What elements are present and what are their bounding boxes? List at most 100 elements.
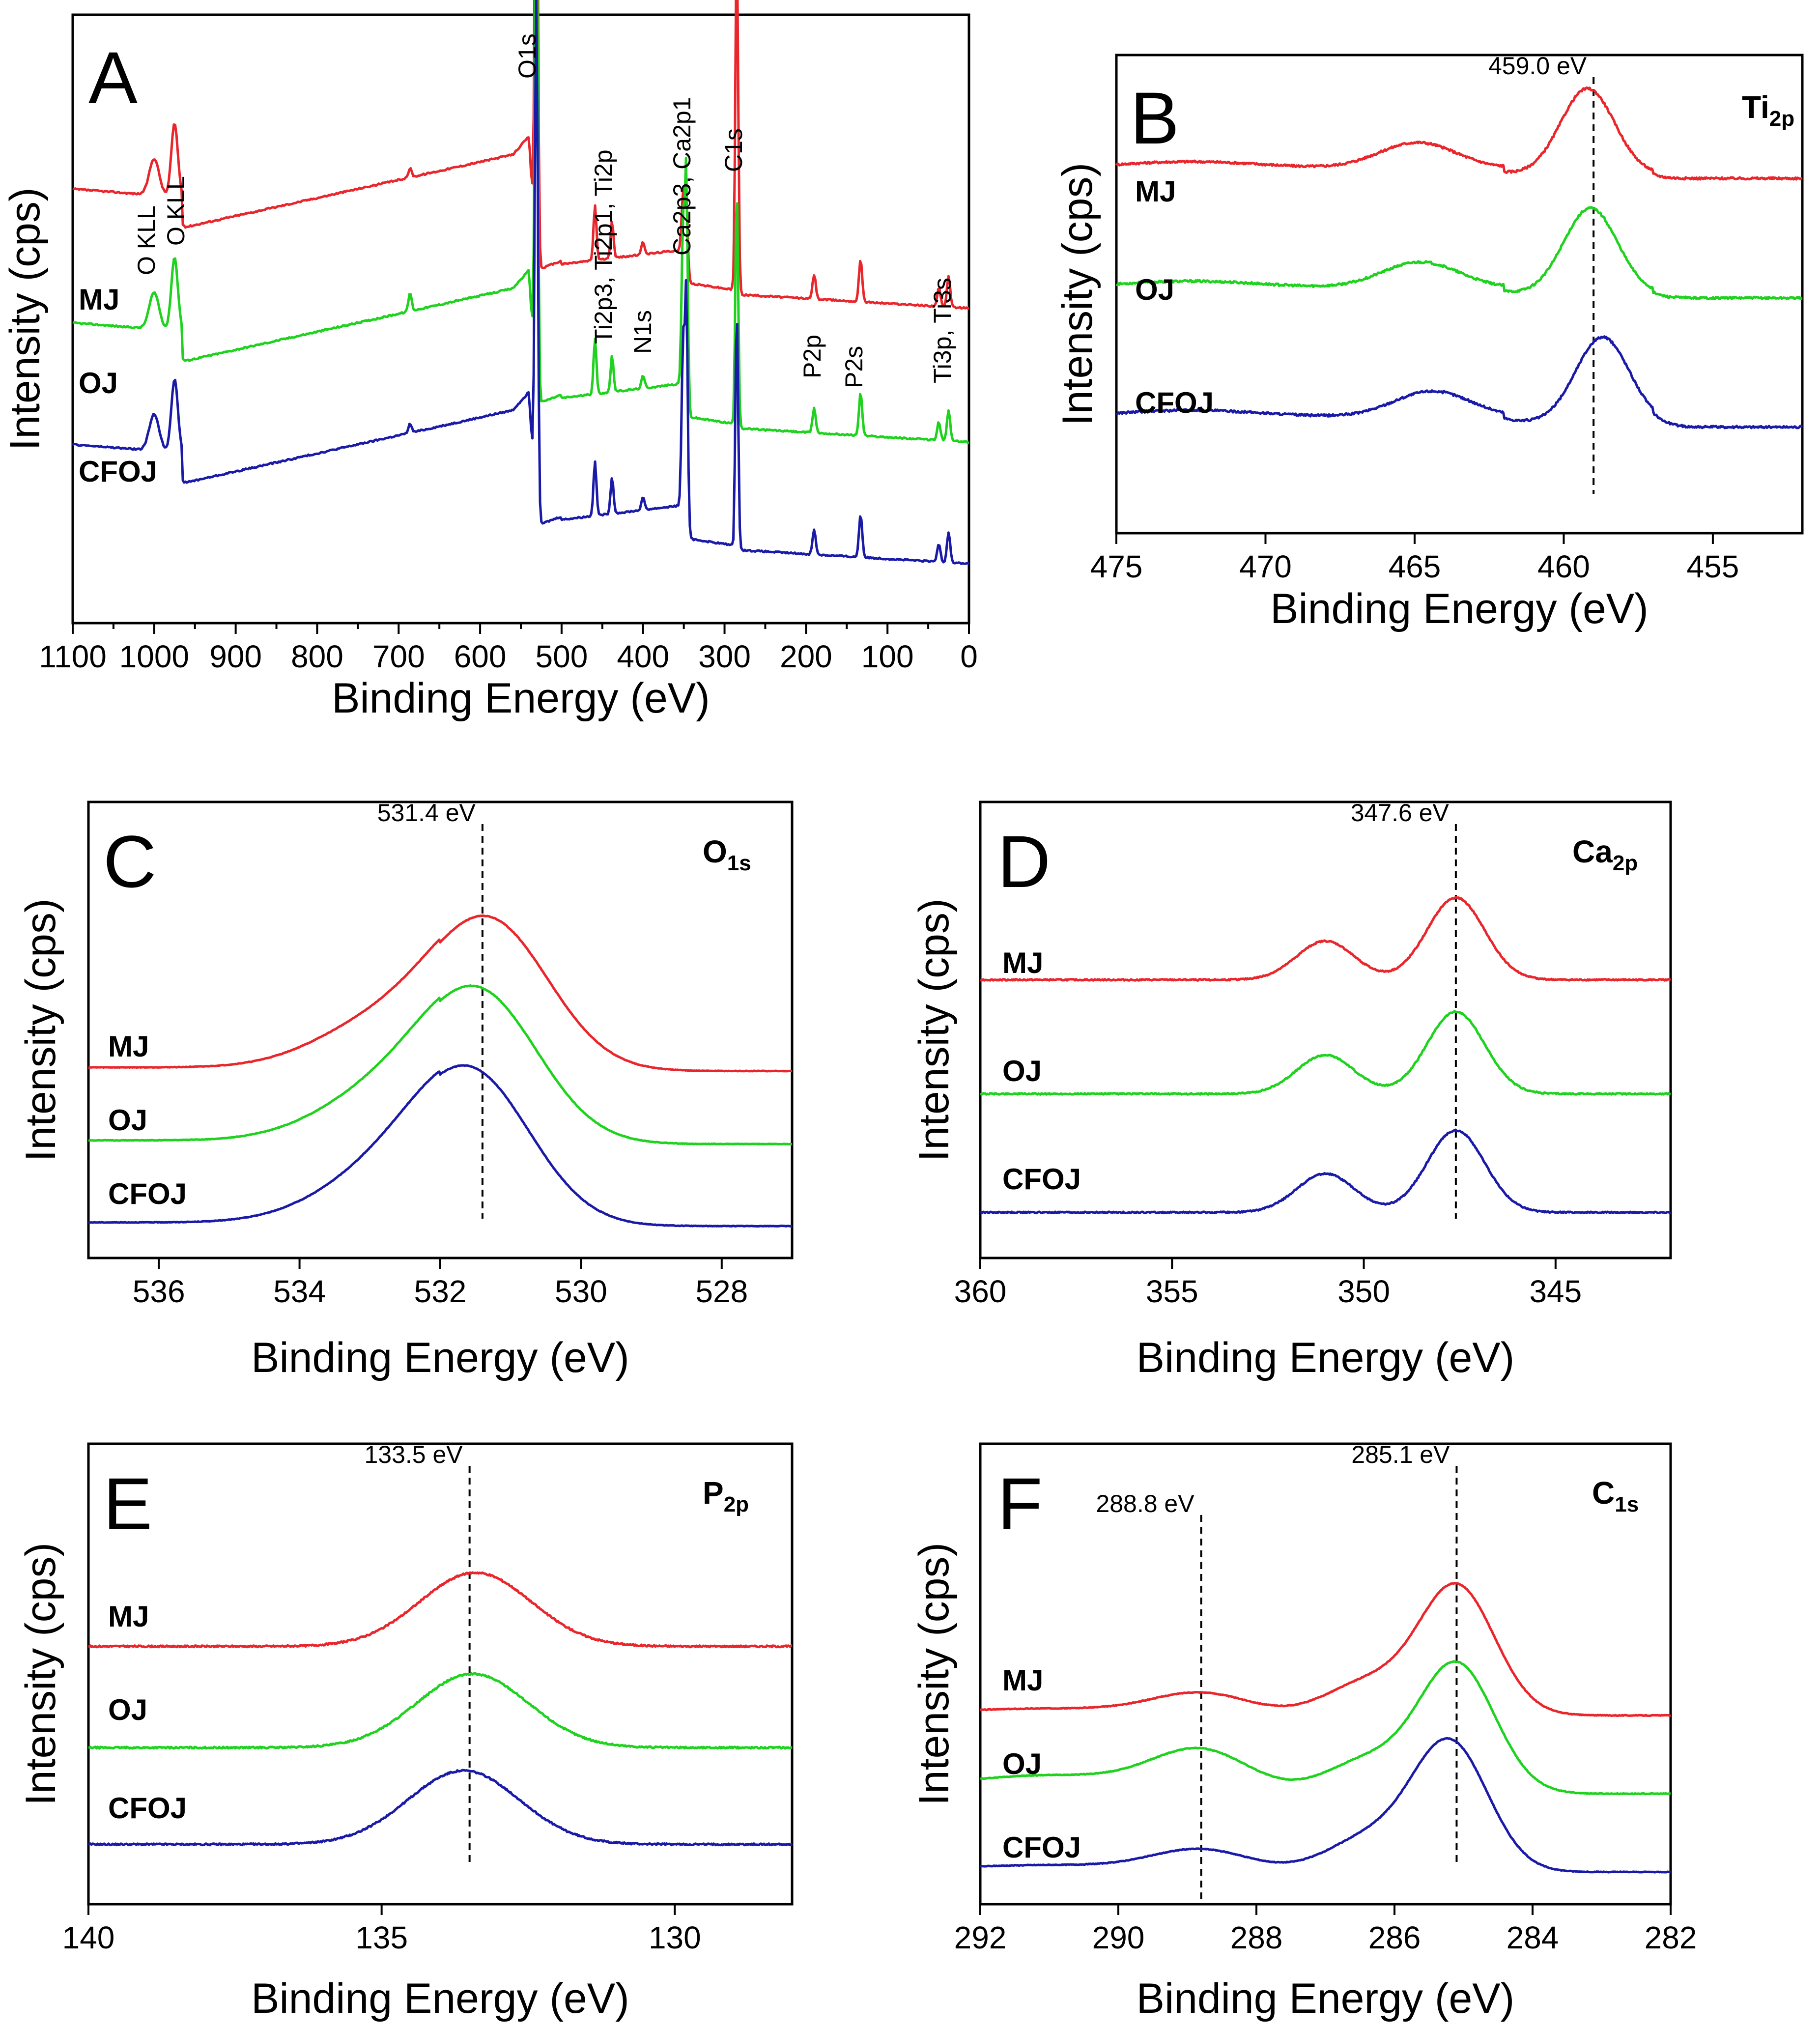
peak-label: C1s xyxy=(720,128,747,172)
x-tick-label: 900 xyxy=(209,639,262,674)
series-label-cfoj: CFOJ xyxy=(108,1177,187,1210)
peak-label: Ti2p3, Ti2p1, Ti2p xyxy=(590,149,617,344)
x-tick-label: 290 xyxy=(1092,1920,1145,1955)
series-line-cfoj xyxy=(980,1128,1672,1215)
series-label-cfoj: CFOJ xyxy=(1002,1831,1081,1864)
x-tick-label: 475 xyxy=(1090,549,1143,584)
series-line-mj xyxy=(88,914,793,1073)
x-tick-label: 284 xyxy=(1507,1920,1559,1955)
panel-title-main: P xyxy=(703,1475,724,1511)
peak-label: Ca2p3, Ca2p1 xyxy=(668,97,696,256)
panel-title-main: O xyxy=(703,834,727,869)
y-axis-label: Intensity (cps) xyxy=(910,1543,958,1805)
series-line-oj xyxy=(88,1672,793,1750)
panel-title: Ti2p xyxy=(1742,89,1794,131)
panel-b: 475 470 465 460 455 Binding Energy (eV) Intens… xyxy=(1054,52,1804,632)
x-tick-label: 288 xyxy=(1230,1920,1283,1955)
panel-title: P2p xyxy=(703,1475,749,1516)
series-label-oj: OJ xyxy=(1002,1747,1042,1780)
panel-title-subscript: 2p xyxy=(724,1492,749,1516)
x-axis-label: Binding Energy (eV) xyxy=(251,1975,629,2022)
x-tick-label: 800 xyxy=(291,639,343,674)
series-label-oj: OJ xyxy=(1002,1055,1042,1087)
panel-letter: B xyxy=(1130,77,1179,159)
reference-line-label: 133.5 eV xyxy=(364,1441,463,1468)
panel-f: 292 290 288 286 284 282 Binding Energy (eV) Int… xyxy=(910,1441,1697,2022)
y-axis-label: Intensity (cps) xyxy=(1054,163,1101,426)
plot-frame xyxy=(979,801,1672,1259)
x-tick-label: 1100 xyxy=(39,639,107,674)
panel-title: C1s xyxy=(1592,1475,1639,1516)
x-tick-label: 292 xyxy=(954,1920,1007,1955)
series-line-oj xyxy=(1115,206,1803,300)
x-tick-label: 700 xyxy=(372,639,425,674)
panel-letter: F xyxy=(997,1462,1043,1545)
series-line-oj xyxy=(88,984,793,1145)
x-tick-label: 1000 xyxy=(119,639,189,674)
x-tick-label: 200 xyxy=(780,639,832,674)
x-tick-label: 460 xyxy=(1537,549,1590,584)
x-axis-label: Binding Energy (eV) xyxy=(1137,1334,1515,1381)
series-label-cfoj: CFOJ xyxy=(1135,386,1214,419)
peak-label: O1s xyxy=(513,33,541,79)
x-tick-label: 400 xyxy=(617,639,669,674)
panel-letter: A xyxy=(88,36,138,119)
series-label-cfoj: CFOJ xyxy=(1002,1163,1081,1196)
y-axis-label: Intensity (cps) xyxy=(910,898,958,1161)
panel-title-main: Ca xyxy=(1572,834,1613,869)
x-tick-label: 345 xyxy=(1529,1274,1582,1309)
series-line-oj xyxy=(72,0,969,444)
x-tick-label: 470 xyxy=(1239,549,1292,584)
series-label-oj: OJ xyxy=(108,1693,147,1726)
peak-label: Ti3p, Ti3s xyxy=(929,278,956,383)
reference-line-label: 288.8 eV xyxy=(1096,1490,1194,1517)
series-label-mj: MJ xyxy=(1002,1664,1043,1697)
series-label-mj: MJ xyxy=(79,283,119,316)
series-line-cfoj xyxy=(1115,335,1803,429)
series-line-oj xyxy=(980,1010,1671,1096)
panel-d: 360 355 350 345 Binding Energy (eV) Intensity… xyxy=(910,799,1672,1381)
x-tick-label: 355 xyxy=(1146,1274,1198,1309)
x-axis-label: Binding Energy (eV) xyxy=(332,675,710,722)
series-label-oj: OJ xyxy=(79,367,118,400)
plot-frame xyxy=(87,801,794,1259)
x-tick-label: 500 xyxy=(536,639,588,674)
panel-a: 1100 1000 900 800 700 600 500 400 300 200 100 0Bind… xyxy=(1,0,978,722)
series-label-mj: MJ xyxy=(108,1030,149,1063)
series-line-cfoj xyxy=(72,0,969,565)
x-tick-label: 130 xyxy=(649,1920,701,1955)
series-line-mj xyxy=(1115,86,1803,181)
y-axis-label: Intensity (cps) xyxy=(17,1543,64,1805)
x-tick-label: 300 xyxy=(698,639,751,674)
y-axis-label: Intensity (cps) xyxy=(1,187,49,450)
panel-title-subscript: 2p xyxy=(1613,851,1638,875)
plot-frame xyxy=(979,1442,1672,1906)
panel-letter: C xyxy=(103,820,156,903)
panel-letter: E xyxy=(103,1462,152,1545)
plot-frame xyxy=(71,13,970,625)
reference-line-label: 285.1 eV xyxy=(1351,1441,1450,1468)
x-tick-label: 286 xyxy=(1368,1920,1421,1955)
x-tick-label: 600 xyxy=(454,639,507,674)
panel-title: Ca2p xyxy=(1572,834,1638,875)
peak-label: O KLL xyxy=(162,176,190,246)
series-line-cfoj xyxy=(979,1737,1671,1874)
panel-title-main: Ti xyxy=(1742,89,1769,125)
reference-line-label: 347.6 eV xyxy=(1351,799,1450,827)
x-tick-label: 532 xyxy=(414,1274,467,1309)
series-label-mj: MJ xyxy=(108,1600,149,1633)
series-line-oj xyxy=(979,1660,1671,1796)
x-tick-label: 530 xyxy=(555,1274,607,1309)
x-tick-label: 536 xyxy=(133,1274,185,1309)
reference-line-label: 531.4 eV xyxy=(377,799,476,827)
series-label-oj: OJ xyxy=(1135,273,1174,306)
peak-label: O KLL xyxy=(133,205,160,275)
series-label-cfoj: CFOJ xyxy=(79,455,157,488)
panel-title-subscript: 1s xyxy=(1615,1492,1639,1516)
x-tick-label: 0 xyxy=(960,639,978,674)
series-label-oj: OJ xyxy=(108,1104,147,1137)
peak-label: P2s xyxy=(840,346,868,388)
y-axis-label: Intensity (cps) xyxy=(17,898,64,1161)
panel-title-subscript: 2p xyxy=(1769,107,1794,131)
